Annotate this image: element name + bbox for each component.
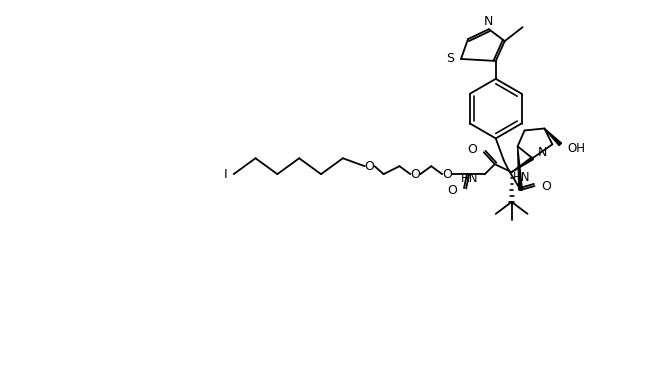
Text: HN: HN xyxy=(460,172,478,185)
Text: OH: OH xyxy=(567,142,585,155)
Text: N: N xyxy=(538,146,547,159)
Text: N: N xyxy=(484,15,493,28)
Text: O: O xyxy=(541,179,551,193)
Polygon shape xyxy=(517,146,523,190)
Text: S: S xyxy=(446,52,454,66)
Text: I: I xyxy=(224,168,227,181)
Text: O: O xyxy=(447,183,457,196)
Polygon shape xyxy=(545,129,562,146)
Text: O: O xyxy=(410,168,421,181)
Polygon shape xyxy=(512,157,533,172)
Text: O: O xyxy=(442,168,452,181)
Text: HN: HN xyxy=(513,171,530,184)
Text: O: O xyxy=(365,160,374,173)
Text: O: O xyxy=(467,143,477,156)
